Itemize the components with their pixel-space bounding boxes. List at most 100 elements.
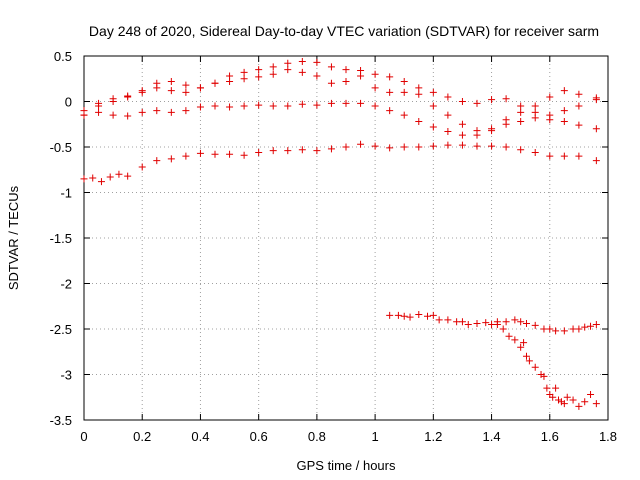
data-point bbox=[371, 70, 379, 78]
data-point bbox=[464, 320, 472, 328]
data-point bbox=[327, 79, 335, 87]
data-point bbox=[342, 143, 350, 151]
x-tick-label: 1 bbox=[371, 429, 378, 444]
x-tick-label: 0.8 bbox=[308, 429, 326, 444]
data-point bbox=[313, 72, 321, 80]
data-point bbox=[502, 95, 510, 103]
data-point bbox=[552, 384, 560, 392]
data-point bbox=[415, 310, 423, 318]
data-point bbox=[560, 107, 568, 115]
data-point bbox=[400, 88, 408, 96]
data-point bbox=[520, 339, 528, 347]
data-point bbox=[575, 325, 583, 333]
data-point bbox=[357, 72, 365, 80]
data-point bbox=[531, 148, 539, 156]
data-point bbox=[255, 73, 263, 81]
data-point bbox=[269, 70, 277, 78]
data-point bbox=[371, 84, 379, 92]
data-point bbox=[196, 103, 204, 111]
data-point bbox=[226, 103, 234, 111]
data-point bbox=[517, 108, 525, 116]
data-point bbox=[371, 142, 379, 150]
data-point bbox=[115, 170, 123, 178]
data-point bbox=[517, 102, 525, 110]
data-point bbox=[592, 400, 600, 408]
y-tick-label: -2.5 bbox=[50, 322, 72, 337]
data-point bbox=[167, 108, 175, 116]
data-point bbox=[511, 336, 519, 344]
data-point bbox=[406, 313, 414, 321]
data-point bbox=[298, 146, 306, 154]
data-point bbox=[255, 66, 263, 74]
data-point bbox=[575, 152, 583, 160]
data-point bbox=[167, 155, 175, 163]
data-point bbox=[182, 152, 190, 160]
series-sat-c bbox=[80, 99, 600, 139]
data-point bbox=[284, 66, 292, 74]
data-point bbox=[153, 84, 161, 92]
x-tick-label: 0 bbox=[80, 429, 87, 444]
data-point bbox=[124, 112, 132, 120]
y-axis: 0.5 0 -0.5 -1 -1.5 -2 -2.5 -3 -3.5 bbox=[50, 49, 608, 428]
series-sat-b bbox=[80, 66, 600, 135]
data-point bbox=[546, 152, 554, 160]
data-point bbox=[575, 90, 583, 98]
data-point bbox=[386, 88, 394, 96]
data-point bbox=[587, 322, 595, 330]
data-point bbox=[499, 325, 507, 333]
data-point bbox=[435, 316, 443, 324]
data-point bbox=[458, 131, 466, 139]
y-tick-label: -1.5 bbox=[50, 231, 72, 246]
data-point bbox=[575, 402, 583, 410]
data-point bbox=[473, 99, 481, 107]
series-sat-e bbox=[386, 310, 600, 335]
data-point bbox=[327, 63, 335, 71]
chart-title: Day 248 of 2020, Sidereal Day-to-day VTE… bbox=[89, 23, 599, 39]
data-point bbox=[211, 102, 219, 110]
x-tick-label: 1.4 bbox=[483, 429, 501, 444]
data-point bbox=[400, 77, 408, 85]
series-sat-d bbox=[80, 140, 600, 186]
data-point bbox=[415, 143, 423, 151]
data-point bbox=[327, 145, 335, 153]
data-point bbox=[546, 325, 554, 333]
data-point bbox=[552, 327, 560, 335]
data-point bbox=[97, 178, 105, 186]
data-point bbox=[543, 384, 551, 392]
data-point bbox=[429, 88, 437, 96]
data-point bbox=[517, 118, 525, 126]
data-point bbox=[473, 142, 481, 150]
data-point bbox=[415, 84, 423, 92]
data-point bbox=[138, 88, 146, 96]
data-point bbox=[444, 93, 452, 101]
data-point bbox=[522, 320, 530, 328]
data-point bbox=[182, 81, 190, 89]
x-tick-label: 0.2 bbox=[133, 429, 151, 444]
data-point bbox=[444, 141, 452, 149]
data-point bbox=[109, 111, 117, 119]
data-point bbox=[581, 323, 589, 331]
data-point bbox=[211, 150, 219, 158]
data-point bbox=[269, 147, 277, 155]
data-point bbox=[342, 66, 350, 74]
data-point bbox=[106, 173, 114, 181]
x-axis: 0 0.2 0.4 0.6 0.8 1 1.2 1.4 1.6 1.8 bbox=[80, 56, 617, 444]
data-point bbox=[386, 107, 394, 115]
data-point bbox=[522, 352, 530, 360]
data-point bbox=[400, 312, 408, 320]
data-point bbox=[592, 320, 600, 328]
data-point bbox=[488, 142, 496, 150]
data-point bbox=[415, 90, 423, 98]
y-tick-label: -1 bbox=[60, 186, 72, 201]
x-tick-label: 1.8 bbox=[599, 429, 617, 444]
series-sat-f bbox=[493, 320, 600, 410]
data-point bbox=[182, 88, 190, 96]
data-point bbox=[592, 94, 600, 102]
data-point bbox=[493, 320, 501, 328]
data-point bbox=[342, 77, 350, 85]
x-tick-label: 0.4 bbox=[191, 429, 209, 444]
data-point bbox=[386, 311, 394, 319]
data-point bbox=[424, 312, 432, 320]
data-point bbox=[569, 396, 577, 404]
data-point bbox=[394, 311, 402, 319]
